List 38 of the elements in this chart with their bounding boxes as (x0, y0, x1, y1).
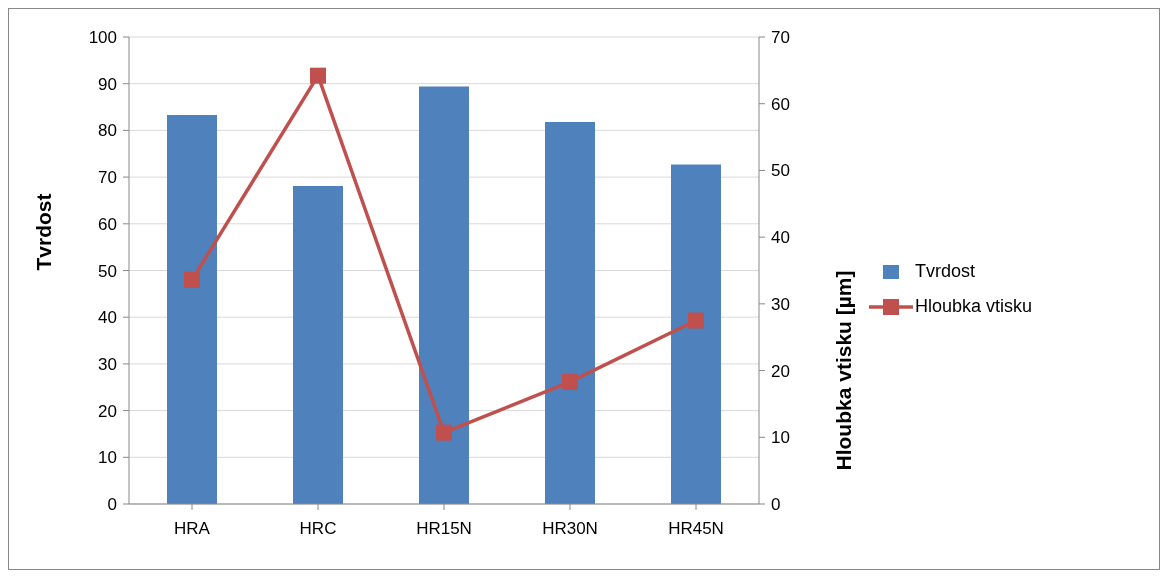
y-tick-label: 40 (98, 308, 117, 328)
y2-axis-title: Hloubka vtisku [µm] (832, 270, 856, 471)
bar (167, 114, 217, 504)
y2-tick-label: 20 (771, 361, 790, 381)
y2-tick-label: 30 (771, 294, 790, 314)
y-tick-label: 80 (98, 121, 117, 141)
y-tick-label: 100 (88, 28, 117, 48)
legend-label: Hloubka vtisku (915, 296, 1033, 317)
y2-tick-label: 10 (771, 428, 790, 448)
y-tick-label: 70 (98, 168, 117, 188)
y-tick-label: 60 (98, 214, 117, 234)
y-tick-label: 90 (98, 74, 117, 94)
y-tick-label: 0 (107, 495, 117, 515)
x-tick-label: HR30N (542, 519, 598, 539)
point (436, 424, 452, 441)
point (562, 373, 578, 390)
bar (671, 164, 721, 504)
y2-tick-label: 70 (771, 28, 790, 48)
y-tick-label: 50 (98, 261, 117, 281)
y-tick-label: 20 (98, 401, 117, 421)
point (184, 271, 200, 288)
bar (419, 86, 469, 504)
x-tick-label: HRC (299, 519, 337, 539)
legend-label: Tvrdost (915, 261, 976, 282)
y-tick-label: 10 (98, 448, 117, 468)
y-axis-title: Tvrdost (32, 193, 56, 271)
y2-tick-label: 60 (771, 94, 790, 114)
x-tick-label: HR45N (668, 519, 724, 539)
x-tick-label: HR15N (416, 519, 472, 539)
bar (293, 185, 343, 504)
y2-tick-label: 40 (771, 228, 790, 248)
point (688, 312, 704, 329)
y2-tick-label: 0 (771, 495, 781, 515)
x-tick-label: HRA (174, 519, 211, 539)
y2-tick-label: 50 (771, 161, 790, 181)
y-tick-label: 30 (98, 354, 117, 374)
bar (545, 121, 595, 504)
point (310, 67, 326, 84)
